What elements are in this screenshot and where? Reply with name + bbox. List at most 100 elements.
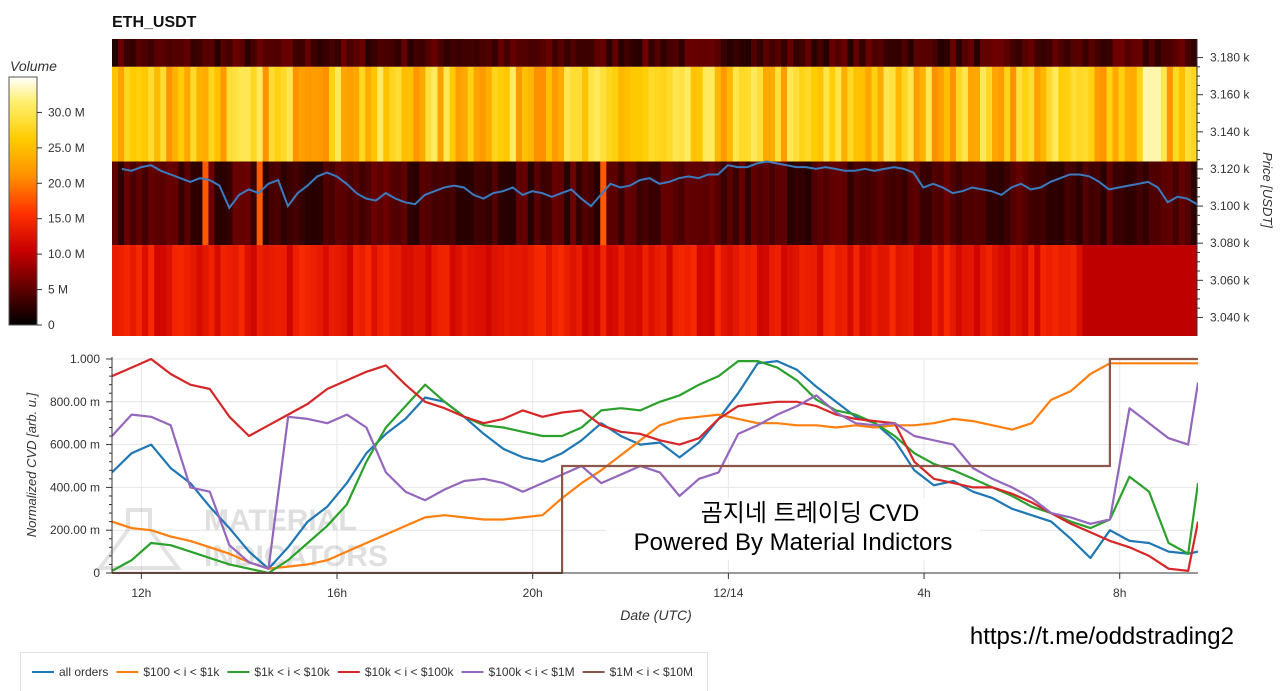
cvd-y-tick-label: 800.00 m <box>50 395 100 409</box>
heatmap-cell <box>1016 66 1023 162</box>
cvd-x-tick-label: 20h <box>523 586 543 600</box>
heatmap-cell <box>865 245 873 336</box>
heatmap-cell <box>419 39 427 67</box>
heatmap-cell <box>1130 161 1138 246</box>
heatmap-cell <box>455 39 463 67</box>
heatmap-cell <box>1064 245 1072 336</box>
heatmap-cell <box>136 66 143 162</box>
heatmap-cell <box>322 66 330 162</box>
heatmap-cell <box>738 39 746 67</box>
heatmap-cell <box>702 39 710 67</box>
heatmap-cell <box>1118 245 1126 336</box>
heatmap-cell <box>1082 161 1090 246</box>
colorbar <box>8 76 38 326</box>
heatmap-cell <box>823 66 830 162</box>
heatmap-cell <box>805 66 812 162</box>
heatmap-cell <box>304 161 312 246</box>
heatmap-cell <box>335 161 342 246</box>
heatmap-cell <box>570 66 577 162</box>
heatmap-cell <box>817 39 824 67</box>
legend-item-label: $100k < i < $1M <box>489 665 575 679</box>
heatmap-cell <box>829 161 836 246</box>
heatmap-cell <box>756 66 764 162</box>
heatmap-cell <box>1148 161 1156 246</box>
heatmap-cell <box>811 245 818 336</box>
heatmap-cell <box>738 245 746 336</box>
heatmap-cell <box>419 161 427 246</box>
heatmap-cell <box>479 245 487 336</box>
heatmap-cell <box>365 39 372 67</box>
heatmap-cell <box>998 39 1005 67</box>
heatmap-cell <box>799 66 806 162</box>
heatmap-cell <box>166 39 173 67</box>
heatmap-cell <box>630 39 638 67</box>
heatmap-cell <box>1082 39 1090 67</box>
heatmap-cell <box>684 161 692 246</box>
heatmap-cell <box>678 66 686 162</box>
heatmap-cell <box>1082 66 1090 162</box>
heatmap-cell <box>130 66 137 162</box>
heatmap-cell <box>708 66 716 162</box>
heatmap-cell <box>172 39 179 67</box>
heatmap-cell <box>1010 245 1017 336</box>
heatmap-cell <box>756 39 764 67</box>
heatmap-cell <box>497 245 505 336</box>
heatmap-cell <box>455 161 463 246</box>
heatmap-cell <box>799 39 806 67</box>
heatmap-cell <box>425 161 433 246</box>
heatmap-cell <box>443 66 451 162</box>
heatmap-cell <box>521 245 529 336</box>
heatmap-cell <box>539 39 547 67</box>
heatmap-cell <box>196 66 204 162</box>
heatmap-cell <box>986 245 993 336</box>
price-axis: 3.040 k 3.060 k 3.080 k 3.100 k 3.120 k 3.140… <box>1196 39 1250 336</box>
heatmap-cell <box>835 245 842 336</box>
heatmap-cell <box>292 39 300 67</box>
heatmap-cell <box>322 39 330 67</box>
heatmap-cell <box>1076 245 1084 336</box>
heatmap-cell <box>377 161 384 246</box>
heatmap-cell <box>937 245 945 336</box>
heatmap-cell <box>1040 161 1047 246</box>
watermark-line-1: MATERIAL <box>204 504 357 537</box>
heatmap-cell <box>184 66 191 162</box>
heatmap-cell <box>787 245 794 336</box>
heatmap-cell <box>636 245 644 336</box>
heatmap-cell <box>533 245 541 336</box>
heatmap-cell <box>473 66 481 162</box>
heatmap-cell <box>226 245 234 336</box>
cvd-series-line <box>112 360 1198 570</box>
heatmap-cell <box>955 161 963 246</box>
heatmap-cell <box>1004 66 1011 162</box>
volume-heatmap <box>112 39 1197 336</box>
heatmap-cell <box>521 161 529 246</box>
heatmap-cell <box>154 66 161 162</box>
heatmap-cell <box>756 161 764 246</box>
heatmap-cell <box>618 161 625 246</box>
heatmap-cell <box>443 245 451 336</box>
heatmap-cell <box>1046 161 1053 246</box>
heatmap-cell <box>720 66 728 162</box>
heatmap-cell <box>992 245 999 336</box>
heatmap-cell <box>124 66 131 162</box>
heatmap-cell <box>214 39 222 67</box>
heatmap-cell <box>449 161 457 246</box>
heatmap-cell <box>648 39 656 67</box>
heatmap-cell <box>564 245 571 336</box>
heatmap-cell <box>961 66 969 162</box>
heatmap-cell <box>130 245 137 336</box>
heatmap-cell <box>1148 39 1156 67</box>
heatmap-cell <box>491 161 499 246</box>
cvd-x-tick-label: 12/14 <box>713 586 743 600</box>
heatmap-cell <box>552 161 559 246</box>
heatmap-cell <box>967 39 975 67</box>
heatmap-cell <box>473 245 481 336</box>
heatmap-cell <box>992 66 999 162</box>
heatmap-cell <box>684 66 692 162</box>
heatmap-cell <box>208 39 216 67</box>
heatmap-cell <box>811 161 818 246</box>
heatmap-cell <box>467 245 475 336</box>
heatmap-cell <box>901 161 909 246</box>
heatmap-cell <box>310 245 318 336</box>
heatmap-cell <box>479 66 487 162</box>
